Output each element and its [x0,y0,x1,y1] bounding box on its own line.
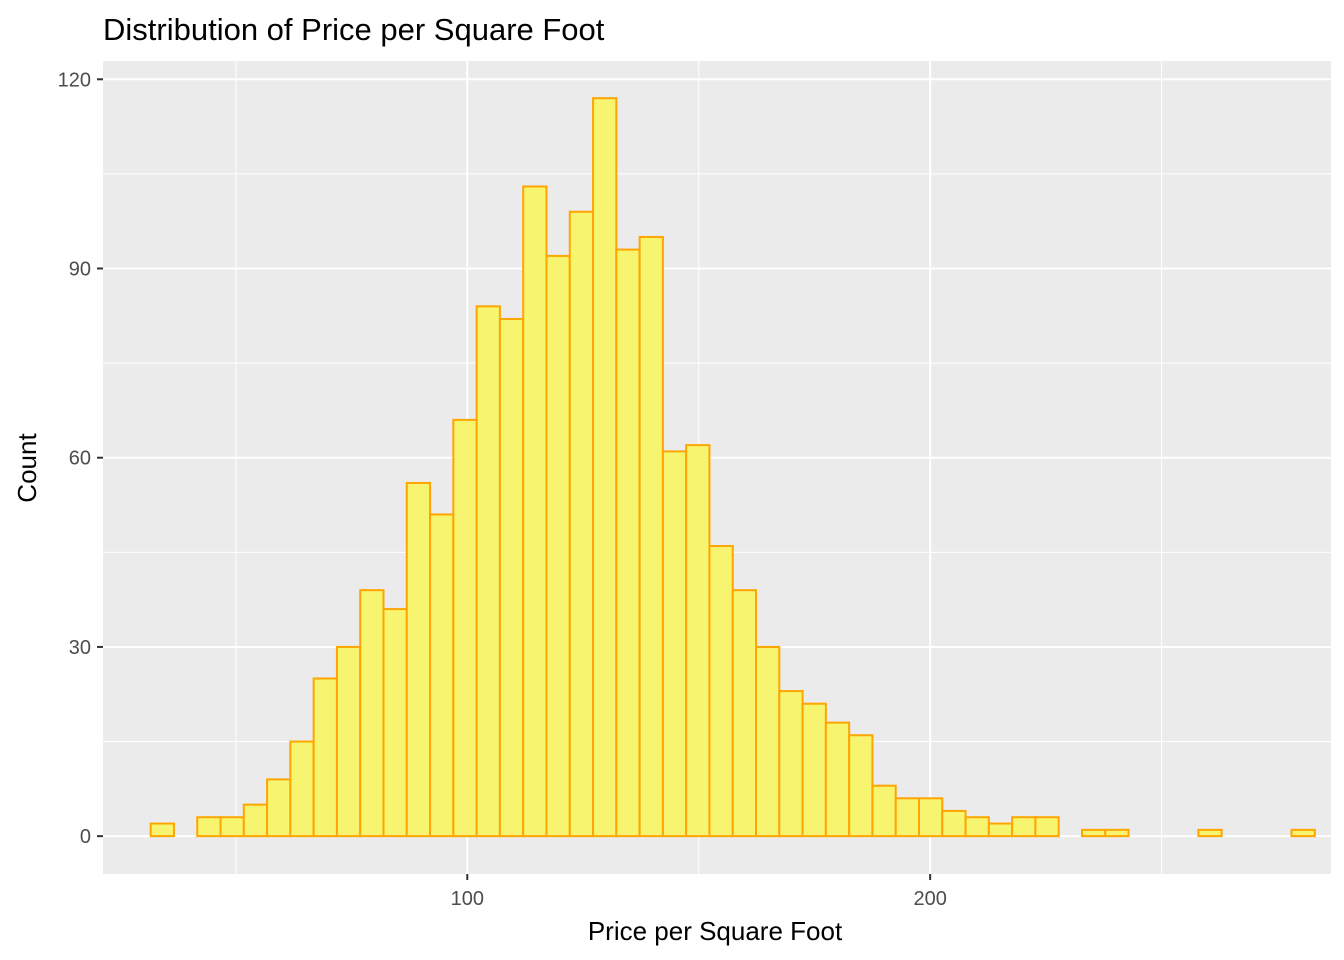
y-axis-title: Count [12,433,42,503]
histogram-bar [615,248,641,838]
histogram-bar [1104,828,1130,838]
histogram-bar [824,721,851,838]
histogram-bar [196,816,222,838]
histogram-bar [568,210,595,838]
histogram-bars [149,97,1316,838]
histogram-bar [475,305,501,838]
histogram-bar [1080,828,1107,838]
histogram-bar [755,645,781,838]
x-axis-title: Price per Square Foot [588,916,843,946]
histogram-bar [871,784,897,838]
histogram-bar [498,317,525,838]
histogram-bar [429,513,455,838]
histogram-bar [964,816,990,838]
histogram-bar [894,797,920,838]
x-tick-label: 200 [913,888,946,910]
histogram-bar [778,690,804,838]
histogram-bar [661,450,688,838]
histogram-bar [848,734,874,838]
y-tick-label: 30 [69,637,91,659]
histogram-bar [1197,828,1223,838]
histogram-bar [801,702,827,838]
histogram-bar [685,444,711,838]
histogram-bar [522,185,548,838]
histogram-bar [312,677,338,838]
histogram-bar [289,740,315,838]
histogram-bar [731,589,758,838]
histogram-bar [242,803,269,838]
histogram-bar [941,809,967,838]
histogram-bar [545,254,571,838]
histogram-bar [452,418,478,838]
histogram-bar [1290,828,1316,838]
y-tick-label: 120 [58,69,91,91]
histogram-bar [708,545,734,838]
y-tick-label: 60 [69,448,91,470]
histogram-bar [266,778,292,838]
histogram-bar [987,822,1014,838]
y-tick-label: 90 [69,259,91,281]
histogram-bar [149,822,175,838]
histogram-bar [1034,816,1060,838]
x-tick-label: 100 [451,888,484,910]
histogram-bar [917,797,944,838]
chart-title: Distribution of Price per Square Foot [103,12,605,47]
y-axis: 0 30 60 90 120 [58,69,103,848]
histogram-bar [219,816,245,838]
histogram-bar [335,645,362,838]
y-tick-label: 0 [80,826,91,848]
histogram-bar [405,481,432,838]
histogram-bar [638,235,664,838]
x-axis: 100 200 [451,874,947,910]
histogram-bar [382,608,408,838]
histogram-bar [592,97,618,838]
histogram-bar [1011,816,1037,838]
histogram-bar [359,589,385,838]
